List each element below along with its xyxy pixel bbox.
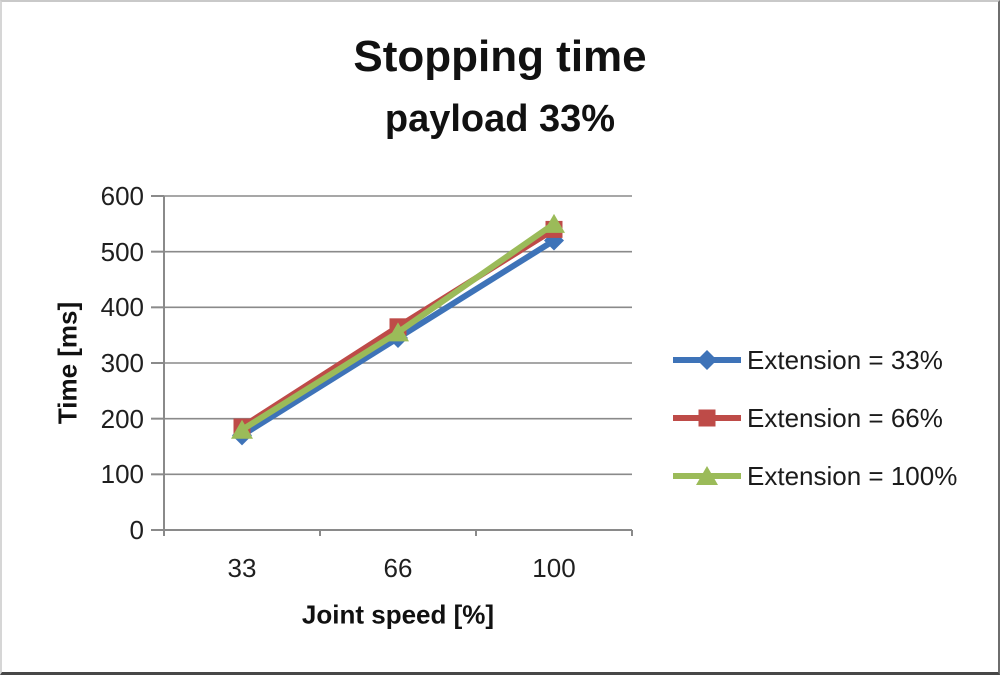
data-point-triangle-extension-100 (543, 213, 565, 233)
chart-subtitle: payload 33% (384, 98, 616, 140)
legend-label: Extension = 66% (747, 402, 943, 433)
y-axis-title: Time [ms] (52, 301, 83, 425)
legend-marker-triangle (696, 466, 718, 485)
y-tick-label: 400 (100, 292, 144, 323)
x-tick-label: 66 (383, 553, 413, 583)
x-tick-label: 100 (532, 553, 576, 583)
legend-triangle-icon (673, 466, 741, 485)
y-tick-label: 600 (100, 181, 144, 211)
legend-diamond-icon (673, 350, 741, 370)
legend-item-extension-100: Extension = 100% (672, 460, 957, 492)
legend-item-extension-33: Extension = 33% (672, 344, 957, 376)
data-point-triangle-extension-100 (387, 322, 409, 342)
legend-label: Extension = 33% (747, 344, 943, 375)
y-tick-label: 500 (100, 236, 144, 267)
data-point-triangle-extension-100 (231, 419, 253, 439)
y-tick-label: 200 (100, 403, 144, 434)
legend: Extension = 33% Extension = 66% Extension … (672, 344, 957, 518)
legend-marker-diamond (697, 350, 717, 370)
legend-marker-square (698, 409, 716, 427)
legend-label: Extension = 100% (747, 460, 958, 491)
y-tick-label: 300 (100, 348, 144, 378)
chart-title: Stopping time (353, 32, 647, 81)
y-tick-label: 0 (129, 515, 144, 545)
x-axis-title: Joint speed [%] (301, 599, 495, 630)
legend-item-extension-66: Extension = 66% (672, 402, 957, 434)
legend-square-icon (673, 409, 741, 427)
y-tick-label: 100 (100, 459, 144, 490)
x-tick-label: 33 (227, 553, 257, 583)
